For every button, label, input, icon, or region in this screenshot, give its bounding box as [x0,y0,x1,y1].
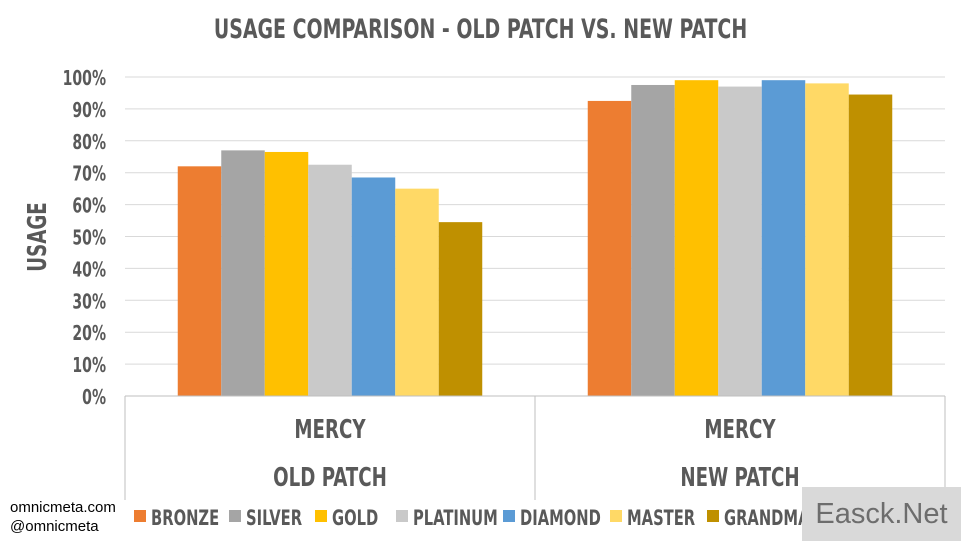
legend-swatch [503,510,515,522]
x-group-label: OLD PATCH [273,463,387,493]
bar [718,86,762,396]
bar [351,177,396,396]
legend-label: MASTER [627,507,695,530]
legend-swatch [134,510,146,522]
y-tick-label: 90% [72,99,106,122]
credits-site: omnicmeta.com [10,499,116,516]
bar [177,166,222,396]
y-tick-label: 70% [72,163,106,186]
watermark: Easck.Net [802,487,961,541]
bar [674,80,719,396]
y-tick-label: 10% [72,354,106,377]
legend-label: SILVER [246,507,302,530]
bar [805,83,849,396]
legend-swatch [707,510,719,522]
bar [587,100,632,397]
y-tick-label: 50% [72,227,106,250]
legend-swatch [229,510,241,522]
bar [264,151,309,396]
credits-handle: @omnicmeta [10,518,99,535]
bar [631,84,675,396]
legend-label: PLATINUM [413,507,498,530]
x-category-label: MERCY [704,415,776,445]
legend-swatch [396,510,408,522]
legend-swatch [610,510,622,522]
bar [848,94,893,397]
legend-label: BRONZE [151,507,219,530]
y-tick-label: 30% [72,290,106,313]
bar [221,150,265,396]
y-tick-label: 80% [72,131,106,154]
legend-swatch [315,510,327,522]
bar [308,164,352,396]
x-category-label: MERCY [294,415,366,445]
y-tick-label: 20% [72,322,106,345]
y-tick-label: 0% [82,386,106,409]
y-tick-label: 100% [63,67,106,90]
chart-title: USAGE COMPARISON - OLD PATCH VS. NEW PAT… [213,14,748,45]
y-tick-label: 60% [72,195,106,218]
bar [395,188,439,396]
bar [761,80,806,396]
legend-label: DIAMOND [520,507,601,530]
y-axis-label: USAGE [23,202,53,271]
legend-label: GOLD [332,507,378,530]
credits: omnicmeta.com @omnicmeta [10,498,116,536]
x-group-label: NEW PATCH [680,463,799,493]
y-tick-label: 40% [72,259,106,282]
bar [438,222,483,396]
